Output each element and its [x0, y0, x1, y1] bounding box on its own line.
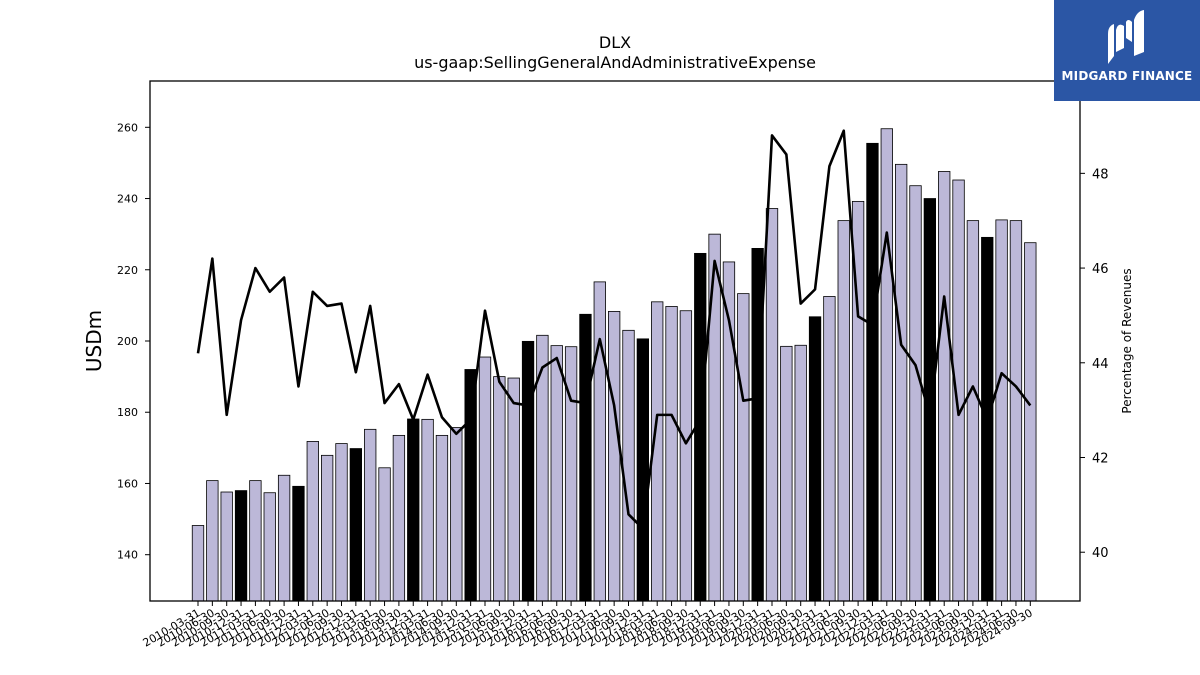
bar [808, 316, 822, 602]
bar [292, 485, 305, 602]
chart-subtitle: us-gaap:SellingGeneralAndAdministrativeE… [414, 53, 816, 72]
bar [780, 345, 793, 602]
bar [895, 163, 908, 602]
bar [995, 219, 1008, 602]
bar [306, 441, 319, 602]
bar [608, 311, 621, 602]
bar [665, 306, 678, 602]
bar [1009, 220, 1023, 602]
bar [249, 480, 262, 602]
bar [378, 467, 391, 602]
bar [966, 220, 980, 602]
bar [191, 525, 205, 602]
percentage-line [196, 129, 1032, 530]
bar [507, 377, 520, 602]
bar [407, 418, 420, 602]
bar [909, 185, 922, 602]
bar [364, 428, 377, 602]
right-axis-ticks: 40 42 44 46 48 [1080, 167, 1109, 561]
bar [579, 313, 592, 602]
bar [464, 369, 477, 602]
bar [593, 281, 606, 602]
x-axis-ticks: 2010-03-312010-06-302010-09-302010-12-31… [141, 601, 1035, 650]
y-tick-label: 180 [117, 406, 138, 419]
bar [622, 329, 635, 602]
bar [349, 448, 363, 602]
bar [880, 128, 893, 602]
y-tick-label: 220 [117, 264, 138, 277]
bar [493, 376, 506, 602]
bar [636, 338, 649, 602]
bar [220, 491, 233, 602]
bar [421, 418, 434, 602]
bar [837, 220, 850, 602]
logo-text: MIDGARD FINANCE [1061, 69, 1193, 83]
y2-tick-label: 48 [1092, 167, 1109, 182]
left-axis-ticks: 140 160 180 200 220 240 260 [117, 121, 150, 562]
bar [1024, 242, 1037, 602]
chart-title: DLX [599, 33, 631, 52]
midgard-logo-icon [1108, 10, 1144, 64]
bar [679, 310, 693, 602]
y-tick-label: 200 [117, 335, 138, 348]
bar [938, 171, 951, 602]
bar [478, 356, 492, 602]
bar [866, 142, 879, 602]
bar [263, 492, 276, 602]
bar [335, 443, 348, 602]
bar [550, 345, 563, 602]
bar [794, 344, 807, 602]
bar [392, 434, 406, 602]
bar-series [191, 128, 1037, 602]
y2-tick-label: 44 [1092, 357, 1109, 372]
y-tick-label: 240 [117, 193, 138, 206]
y-tick-label: 140 [117, 549, 138, 562]
y-tick-label: 160 [117, 477, 138, 490]
brand-logo: MIDGARD FINANCE [1054, 0, 1200, 101]
y-tick-label: 260 [117, 121, 138, 134]
y2-axis-label: Percentage of Revenues [1120, 268, 1134, 413]
y2-tick-label: 46 [1092, 262, 1109, 277]
bar [234, 490, 248, 602]
y2-tick-label: 40 [1092, 546, 1109, 561]
bar [277, 474, 291, 602]
bar [708, 233, 721, 602]
bar [765, 208, 779, 602]
y-axis-label: USDm [82, 310, 106, 372]
bar [521, 340, 535, 602]
bar [722, 261, 736, 602]
y2-tick-label: 42 [1092, 452, 1109, 467]
bar [823, 296, 836, 602]
bar [206, 480, 219, 602]
bar [450, 427, 463, 602]
bar [320, 454, 334, 602]
bar [435, 434, 449, 602]
bar [737, 293, 750, 602]
